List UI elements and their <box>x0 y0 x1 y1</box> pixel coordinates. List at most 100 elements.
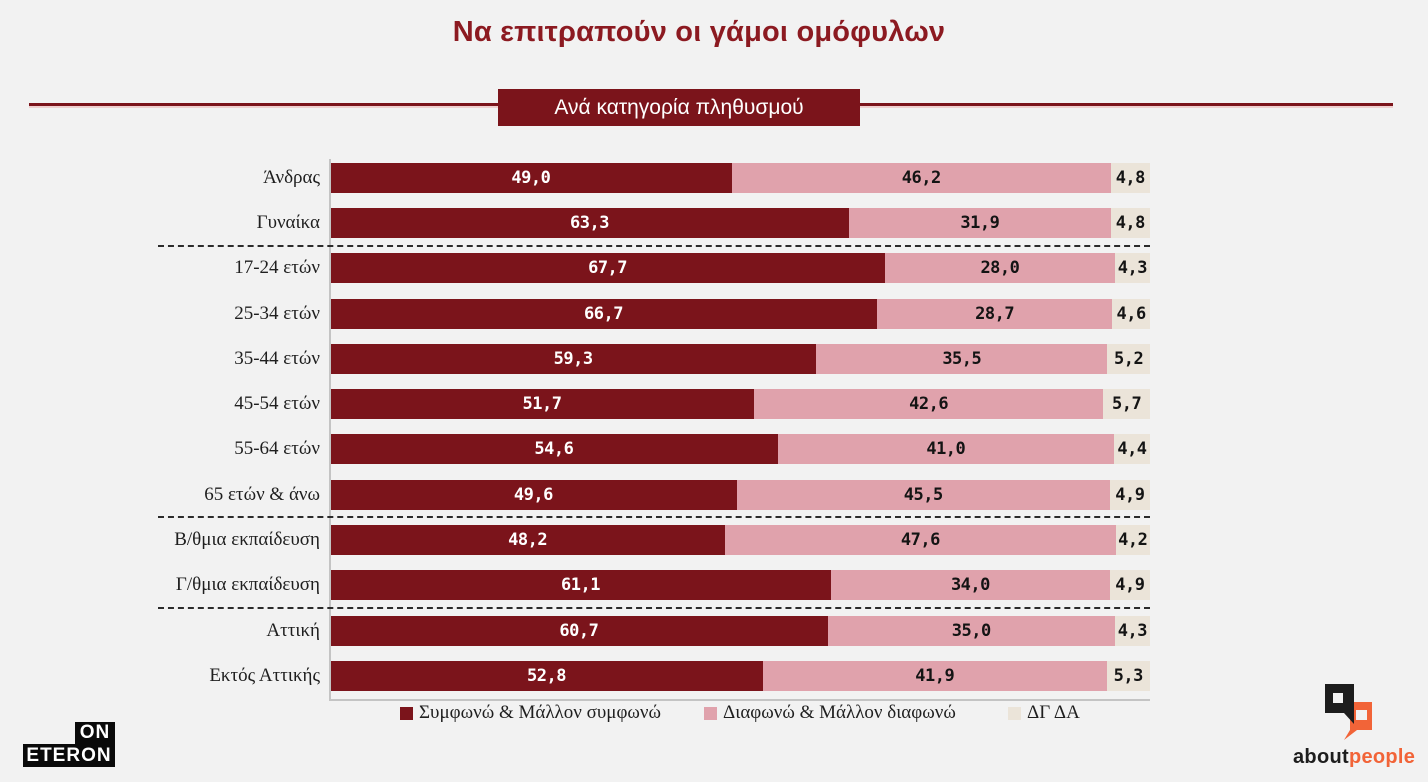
bar-segment: 4,9 <box>1109 570 1150 601</box>
bar-value-label: 59,3 <box>553 348 593 369</box>
eteron-logo-name: ETERON <box>23 744 115 767</box>
bar-value-label: 34,0 <box>950 575 990 596</box>
bar-segment: 4,4 <box>1113 434 1150 465</box>
bar-segment: 4,8 <box>1110 207 1150 238</box>
bar-segment: 5,7 <box>1103 389 1150 420</box>
stacked-bar: 51,7 42,6 5,7 <box>330 389 1150 420</box>
bar-segment: 59,3 <box>330 343 817 374</box>
chart-row: 25-34 ετών 66,7 28,7 4,6 <box>158 291 1150 336</box>
bar-segment: 48,2 <box>330 525 726 556</box>
bar-value-label: 31,9 <box>960 212 1000 233</box>
stacked-bar: 60,7 35,0 4,3 <box>330 615 1150 646</box>
chart-row: Β/θμια εκπαίδευση 48,2 47,6 4,2 <box>158 517 1150 562</box>
category-label: 17-24 ετών <box>234 257 320 279</box>
stacked-bar: 48,2 47,6 4,2 <box>330 525 1150 556</box>
category-label: 55-64 ετών <box>234 438 320 460</box>
bar-value-label: 49,6 <box>513 484 553 505</box>
bar-value-label: 67,7 <box>588 258 628 279</box>
chart-row: 55-64 ετών 54,6 41,0 4,4 <box>158 427 1150 472</box>
group-separator <box>158 516 1150 519</box>
bar-value-label: 35,5 <box>942 348 982 369</box>
bar-value-label: 5,7 <box>1112 394 1142 415</box>
bar-segment: 4,6 <box>1112 298 1150 329</box>
stacked-bar: 52,8 41,9 5,3 <box>330 660 1150 691</box>
bar-segment: 5,2 <box>1107 343 1150 374</box>
category-label: Άνδρας <box>263 166 320 188</box>
bar-value-label: 42,6 <box>909 394 949 415</box>
stacked-bar: 59,3 35,5 5,2 <box>330 343 1150 374</box>
bar-value-label: 4,4 <box>1117 439 1147 460</box>
bar-value-label: 35,0 <box>951 620 991 641</box>
bar-value-label: 5,3 <box>1113 665 1144 686</box>
bar-value-label: 4,3 <box>1117 620 1148 641</box>
bar-segment: 52,8 <box>330 660 763 691</box>
bar-value-label: 60,7 <box>559 620 599 641</box>
subtitle-text: Ανά κατηγορία πληθυσμού <box>554 96 804 119</box>
bar-segment: 34,0 <box>831 570 1110 601</box>
bar-segment: 4,3 <box>1114 253 1150 284</box>
bar-segment: 61,1 <box>330 570 832 601</box>
legend-swatch <box>400 706 413 720</box>
bar-segment: 67,7 <box>330 253 886 284</box>
bar-segment: 41,0 <box>777 434 1114 465</box>
bar-segment: 49,6 <box>330 479 737 510</box>
bar-value-label: 4,2 <box>1118 530 1148 551</box>
legend-item: ΔΓ ΔΑ <box>1008 702 1080 724</box>
bar-segment: 4,3 <box>1114 615 1150 646</box>
category-label: Εκτός Αττικής <box>209 664 320 686</box>
x-axis-line <box>329 699 1150 701</box>
bar-value-label: 28,7 <box>975 303 1015 324</box>
bar-segment: 46,2 <box>731 162 1111 193</box>
bar-segment: 49,0 <box>330 162 732 193</box>
stacked-bar: 54,6 41,0 4,4 <box>330 434 1150 465</box>
group-separator <box>158 244 1150 247</box>
chart-row: Αττική 60,7 35,0 4,3 <box>158 608 1150 653</box>
bar-segment: 54,6 <box>330 434 778 465</box>
subtitle-badge: Ανά κατηγορία πληθυσμού <box>498 89 860 126</box>
bar-segment: 41,9 <box>762 660 1107 691</box>
bar-segment: 4,2 <box>1115 525 1150 556</box>
aboutpeople-text-orange: people <box>1348 746 1416 768</box>
bar-value-label: 48,2 <box>508 530 548 551</box>
bar-value-label: 4,8 <box>1115 167 1146 188</box>
chart-row: Άνδρας 49,0 46,2 4,8 <box>158 155 1150 200</box>
legend-item: Συμφωνώ & Μάλλον συμφωνώ <box>400 702 661 724</box>
bar-segment: 31,9 <box>849 207 1111 238</box>
category-label: Β/θμια εκπαίδευση <box>174 529 320 551</box>
bar-value-label: 54,6 <box>534 439 574 460</box>
bar-segment: 42,6 <box>753 389 1104 420</box>
bar-value-label: 66,7 <box>583 303 623 324</box>
chart-row: 65 ετών & άνω 49,6 45,5 4,9 <box>158 472 1150 517</box>
aboutpeople-wordmark: aboutpeople <box>1293 746 1415 769</box>
bar-value-label: 63,3 <box>570 212 609 233</box>
bar-segment: 5,3 <box>1106 660 1150 691</box>
bar-value-label: 51,7 <box>522 394 562 415</box>
bar-segment: 35,0 <box>827 615 1115 646</box>
bar-segment: 51,7 <box>330 389 754 420</box>
chart-row: Γυναίκα 63,3 31,9 4,8 <box>158 200 1150 245</box>
chart-legend: Συμφωνώ & Μάλλον συμφωνώ Διαφωνώ & Μάλλον… <box>158 702 1150 730</box>
legend-swatch <box>1008 706 1021 720</box>
category-label: Αττική <box>266 619 320 641</box>
category-label: 35-44 ετών <box>234 347 320 369</box>
legend-label: Διαφωνώ & Μάλλον διαφωνώ <box>723 702 956 723</box>
bar-segment: 66,7 <box>330 298 877 329</box>
bar-value-label: 47,6 <box>900 530 940 551</box>
bar-segment: 4,9 <box>1109 479 1150 510</box>
bar-segment: 47,6 <box>725 525 1116 556</box>
speech-bubbles-icon <box>1325 684 1372 740</box>
eteron-logo: ON ETERON <box>23 722 115 767</box>
bar-segment: 28,0 <box>885 253 1115 284</box>
eteron-logo-on: ON <box>75 722 115 744</box>
category-label: 65 ετών & άνω <box>204 483 320 505</box>
bar-segment: 28,7 <box>876 298 1113 329</box>
group-separator <box>158 607 1150 609</box>
bar-value-label: 4,8 <box>1115 212 1146 233</box>
y-axis-line <box>329 159 331 699</box>
stacked-bar: 61,1 34,0 4,9 <box>330 570 1150 601</box>
page-title: Να επιτραπούν οι γάμοι ομόφυλων <box>452 16 946 48</box>
category-label: Γ/θμια εκπαίδευση <box>175 574 320 596</box>
stacked-bar: 66,7 28,7 4,6 <box>330 298 1150 329</box>
aboutpeople-text-black: about <box>1293 746 1349 768</box>
legend-label: ΔΓ ΔΑ <box>1027 702 1080 723</box>
